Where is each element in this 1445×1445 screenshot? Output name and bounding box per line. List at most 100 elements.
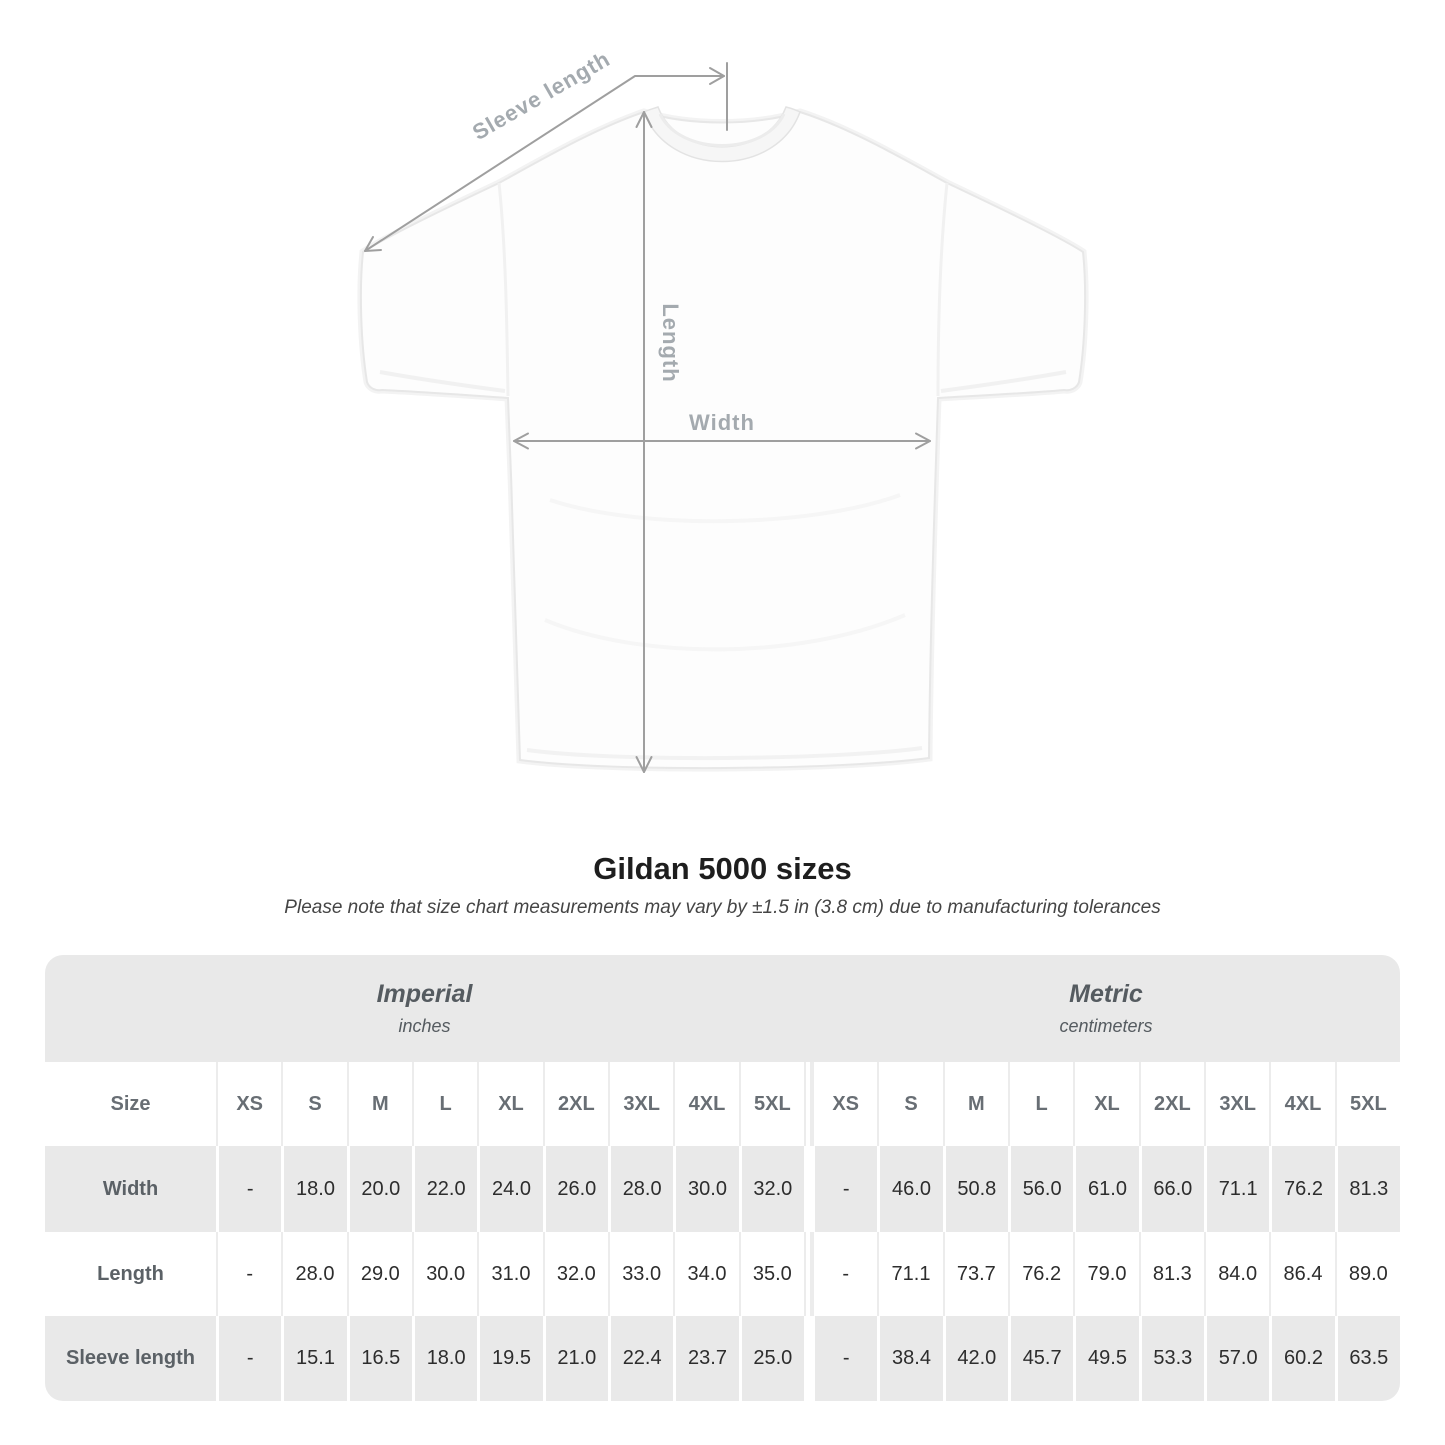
group-divider — [804, 1232, 812, 1316]
row-label-width: Width — [45, 1146, 216, 1232]
metric-size-header: L — [1008, 1062, 1073, 1146]
imperial-size-header: 4XL — [673, 1062, 738, 1146]
length-metric-value: 73.7 — [942, 1232, 1008, 1316]
length-row: Length - 28.0 29.0 30.0 31.0 32.0 33.0 3… — [45, 1232, 1400, 1316]
length-imperial-value: 29.0 — [346, 1232, 412, 1316]
imperial-size-header: S — [281, 1062, 346, 1146]
group-divider — [804, 1146, 812, 1232]
metric-unit: centimeters — [1059, 1016, 1153, 1036]
width-arrowhead-left — [513, 432, 529, 450]
sleeve-length-arrow-line — [364, 75, 725, 252]
metric-label: Metric — [1069, 980, 1143, 1008]
collar — [643, 106, 801, 163]
imperial-size-header: XL — [477, 1062, 542, 1146]
metric-size-header: 3XL — [1204, 1062, 1269, 1146]
sleeve-imperial-value: 16.5 — [346, 1316, 412, 1401]
width-imperial-value: 26.0 — [542, 1146, 608, 1232]
width-metric-value: 56.0 — [1008, 1146, 1074, 1232]
width-imperial-value: 20.0 — [346, 1146, 412, 1232]
tolerance-note: Please note that size chart measurements… — [284, 897, 1161, 918]
sleeve-imperial-value: - — [216, 1316, 282, 1401]
sleeve-metric-value: 60.2 — [1269, 1316, 1335, 1401]
width-label: Width — [689, 410, 755, 435]
width-metric-value: 61.0 — [1073, 1146, 1139, 1232]
length-imperial-value: 28.0 — [281, 1232, 346, 1316]
width-annotation: Width — [513, 410, 931, 450]
size-column-header: Size — [110, 1092, 151, 1115]
sleeve-length-arrowhead-right — [709, 67, 725, 85]
sleeve-imperial-value: 21.0 — [542, 1316, 608, 1401]
sleeve-imperial-value: 22.4 — [608, 1316, 674, 1401]
width-imperial-value: 22.0 — [412, 1146, 478, 1232]
width-imperial-value: 18.0 — [281, 1146, 347, 1232]
size-table: Imperial inches Metric centimeters Size … — [45, 955, 1400, 1401]
length-metric-value: 81.3 — [1138, 1232, 1204, 1316]
sleeve-metric-value: 63.5 — [1334, 1316, 1400, 1401]
imperial-group-header: Imperial inches — [45, 955, 804, 1062]
imperial-size-header: L — [412, 1062, 477, 1146]
sleeve-length-arrowhead-left — [364, 236, 382, 252]
length-metric-value: 84.0 — [1204, 1232, 1269, 1316]
metric-size-header: 4XL — [1269, 1062, 1334, 1146]
sleeve-imperial-value: 15.1 — [281, 1316, 347, 1401]
length-imperial-value: 34.0 — [673, 1232, 738, 1316]
metric-size-header: XL — [1073, 1062, 1138, 1146]
sleeve-metric-value: 38.4 — [877, 1316, 943, 1401]
imperial-size-header: 2XL — [542, 1062, 608, 1146]
width-imperial-value: 32.0 — [738, 1146, 804, 1232]
length-imperial-value: 32.0 — [542, 1232, 608, 1316]
row-label-sleeve-length: Sleeve length — [45, 1316, 216, 1401]
length-imperial-value: 35.0 — [738, 1232, 804, 1316]
metric-size-header: 5XL — [1334, 1062, 1400, 1146]
width-metric-value: 76.2 — [1269, 1146, 1335, 1232]
width-arrowhead-right — [915, 432, 931, 450]
sleeve-metric-value: 45.7 — [1008, 1316, 1074, 1401]
length-imperial-value: 33.0 — [608, 1232, 673, 1316]
page-title: Gildan 5000 sizes — [593, 851, 852, 886]
unit-group-header-row: Imperial inches Metric centimeters — [45, 955, 1400, 1062]
length-imperial-value: 30.0 — [412, 1232, 477, 1316]
metric-group-header: Metric centimeters — [812, 955, 1400, 1062]
sleeve-imperial-value: 18.0 — [412, 1316, 478, 1401]
length-metric-value: 79.0 — [1073, 1232, 1138, 1316]
length-metric-value: - — [812, 1232, 877, 1316]
sleeve-metric-value: - — [812, 1316, 878, 1401]
sleeve-metric-value: 57.0 — [1204, 1316, 1270, 1401]
metric-size-header: 2XL — [1138, 1062, 1204, 1146]
row-label-length: Length — [97, 1262, 164, 1285]
length-arrowhead-top — [635, 111, 653, 128]
metric-size-header: XS — [812, 1062, 877, 1146]
width-imperial-value: 30.0 — [673, 1146, 739, 1232]
imperial-label: Imperial — [376, 980, 473, 1008]
sleeve-length-row: Sleeve length - 15.1 16.5 18.0 19.5 21.0… — [45, 1316, 1400, 1401]
tshirt-measurement-diagram: Sleeve length Length Width — [357, 46, 1089, 773]
width-metric-value: 81.3 — [1334, 1146, 1400, 1232]
width-metric-value: - — [812, 1146, 878, 1232]
imperial-unit: inches — [398, 1016, 451, 1036]
length-metric-value: 76.2 — [1008, 1232, 1073, 1316]
imperial-size-header: 3XL — [608, 1062, 673, 1146]
sleeve-imperial-value: 25.0 — [738, 1316, 804, 1401]
width-metric-value: 71.1 — [1204, 1146, 1270, 1232]
sleeve-metric-value: 53.3 — [1138, 1316, 1204, 1401]
width-metric-value: 46.0 — [877, 1146, 943, 1232]
group-divider — [804, 1316, 812, 1401]
length-arrowhead-bottom — [635, 756, 653, 773]
sleeve-metric-value: 49.5 — [1073, 1316, 1139, 1401]
metric-size-header: M — [942, 1062, 1008, 1146]
group-divider — [804, 1062, 812, 1146]
length-imperial-value: 31.0 — [477, 1232, 542, 1316]
width-imperial-value: 24.0 — [477, 1146, 543, 1232]
width-row: Width - 18.0 20.0 22.0 24.0 26.0 28.0 30… — [45, 1146, 1400, 1232]
sleeve-imperial-value: 19.5 — [477, 1316, 543, 1401]
metric-size-header: S — [877, 1062, 942, 1146]
width-metric-value: 66.0 — [1138, 1146, 1204, 1232]
sleeve-metric-value: 42.0 — [942, 1316, 1008, 1401]
table-header-row: Size XS S M L XL 2XL 3XL 4XL 5XL XS S M … — [45, 1062, 1400, 1146]
length-metric-value: 89.0 — [1334, 1232, 1400, 1316]
imperial-size-header: 5XL — [738, 1062, 804, 1146]
width-imperial-value: - — [216, 1146, 282, 1232]
width-metric-value: 50.8 — [942, 1146, 1008, 1232]
length-metric-value: 71.1 — [877, 1232, 942, 1316]
